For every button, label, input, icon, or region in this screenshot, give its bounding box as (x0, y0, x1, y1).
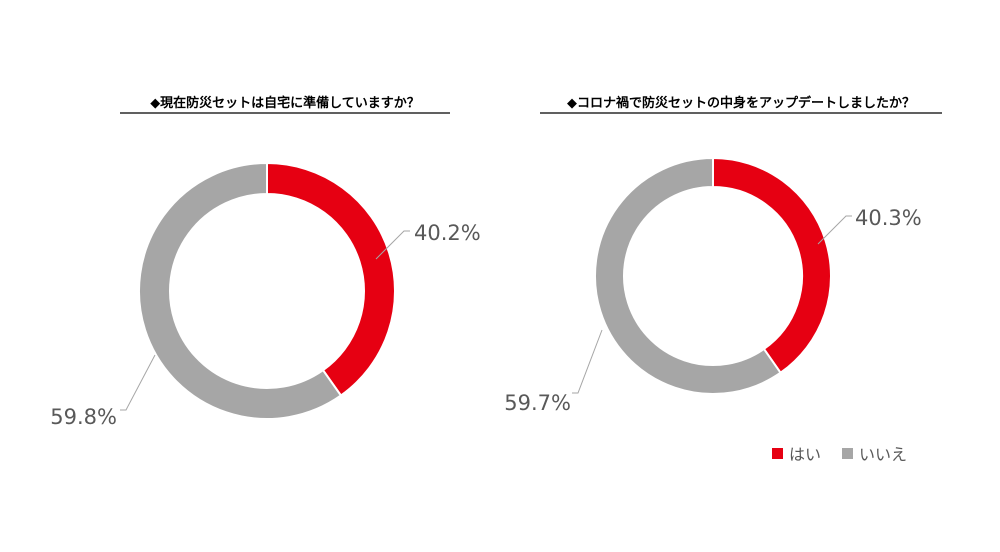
chart-1-label-iie: 59.8% (50, 405, 117, 429)
chart-2-label-hai: 40.3% (855, 206, 922, 230)
chart-2: ◆コロナ禍で防災セットの中身をアップデートしましたか？ 40.3% 59.7% (504, 95, 942, 415)
legend-label-hai: はい (789, 445, 821, 464)
chart-1-label-hai: 40.2% (414, 221, 481, 245)
chart-1-slice-hai (266, 161, 396, 397)
chart-1-slice-iie (138, 161, 343, 420)
chart-2-leader-iie (572, 329, 603, 394)
chart-2-slices (594, 156, 832, 395)
chart-1-leader-iie (120, 354, 156, 411)
legend: はい いいえ (772, 445, 907, 464)
chart-2-title: ◆コロナ禍で防災セットの中身をアップデートしましたか？ (567, 95, 915, 111)
chart-2-leader-hai (817, 215, 852, 245)
legend-swatch-hai (772, 448, 783, 459)
chart-1-title: ◆現在防災セットは自宅に準備していますか？ (150, 95, 420, 111)
chart-2-slice-iie (594, 156, 782, 395)
chart-1: ◆現在防災セットは自宅に準備していますか？ 40.2% 59.8% (50, 95, 480, 429)
legend-swatch-iie (842, 448, 853, 459)
chart-1-leader-hai (375, 230, 410, 260)
chart-2-leaders (572, 215, 852, 394)
chart-1-slices (138, 161, 396, 420)
legend-label-iie: いいえ (859, 445, 907, 464)
chart-2-slice-hai (712, 156, 832, 375)
chart-2-label-iie: 59.7% (504, 391, 571, 415)
chart-1-leaders (120, 230, 410, 411)
